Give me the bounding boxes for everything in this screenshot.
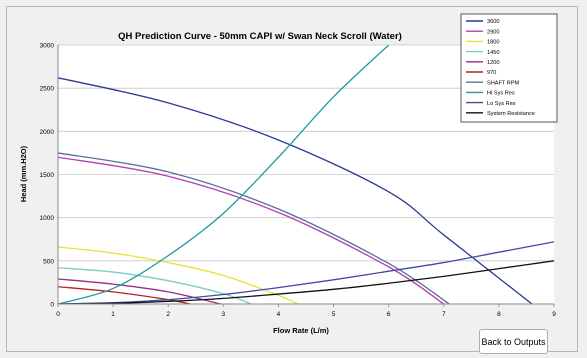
- legend-label-3600: 3600: [487, 19, 499, 25]
- y-axis-label: Head (mm.H2O): [19, 145, 28, 202]
- y-tick-label: 500: [43, 258, 54, 265]
- x-tick-label: 9: [552, 311, 556, 318]
- y-tick-label: 3000: [40, 43, 55, 50]
- x-tick-label: 2: [166, 311, 170, 318]
- x-tick-label: 6: [387, 311, 391, 318]
- y-tick-label: 1000: [40, 215, 55, 222]
- back-to-outputs-button[interactable]: Back to Outputs: [479, 329, 548, 354]
- legend-label-system-resistance: System Resistance: [487, 111, 535, 117]
- x-tick-label: 4: [277, 311, 281, 318]
- legend-label-1450: 1450: [487, 50, 499, 56]
- legend-label-1200: 1200: [487, 60, 499, 66]
- x-tick-label: 3: [222, 311, 226, 318]
- y-tick-label: 0: [50, 302, 54, 309]
- legend-label-hi-sys-res: Hi Sys Res: [487, 91, 515, 97]
- y-tick-label: 2500: [40, 86, 55, 93]
- y-tick-label: 2000: [40, 129, 55, 136]
- x-tick-label: 5: [332, 311, 336, 318]
- series-line-3600: [58, 77, 533, 304]
- series-line-system-resistance: [58, 260, 554, 304]
- series-line-hi-sys-res: [58, 45, 390, 304]
- series-line-1800: [58, 246, 298, 304]
- x-tick-label: 0: [56, 311, 60, 318]
- series-line-shaft-rpm: [58, 152, 450, 304]
- y-tick-label: 1500: [40, 172, 55, 179]
- x-axis-label: Flow Rate (L/m): [273, 326, 329, 335]
- legend-label-2900: 2900: [487, 29, 499, 35]
- x-tick-label: 8: [497, 311, 501, 318]
- legend-label-1800: 1800: [487, 40, 499, 46]
- x-tick-label: 7: [442, 311, 446, 318]
- series-line-2900: [58, 156, 445, 304]
- series-line-970: [58, 286, 191, 304]
- chart-frame: 0 500 1000 1500 2000 2500 3000 0 1 2 3 4 5 6 7 8 9 QH Pr…: [6, 6, 578, 352]
- legend: 3600 2900 1800 1450 1200 970 SHAFT RPM Hi Sys R…: [460, 13, 558, 123]
- legend-box: [460, 13, 558, 123]
- series-line-lo-sys-res: [58, 241, 554, 304]
- qh-prediction-chart: 0 500 1000 1500 2000 2500 3000 0 1 2 3 4 5 6 7 8 9 QH Pr…: [6, 6, 578, 352]
- x-tick-label: 1: [111, 311, 115, 318]
- legend-label-lo-sys-res: Lo Sys Res: [487, 101, 516, 107]
- series-line-1200: [58, 278, 221, 304]
- legend-label-shaft-rpm: SHAFT RPM: [487, 80, 520, 86]
- chart-title: QH Prediction Curve - 50mm CAPI w/ Swan …: [118, 31, 402, 42]
- legend-label-970: 970: [487, 70, 496, 76]
